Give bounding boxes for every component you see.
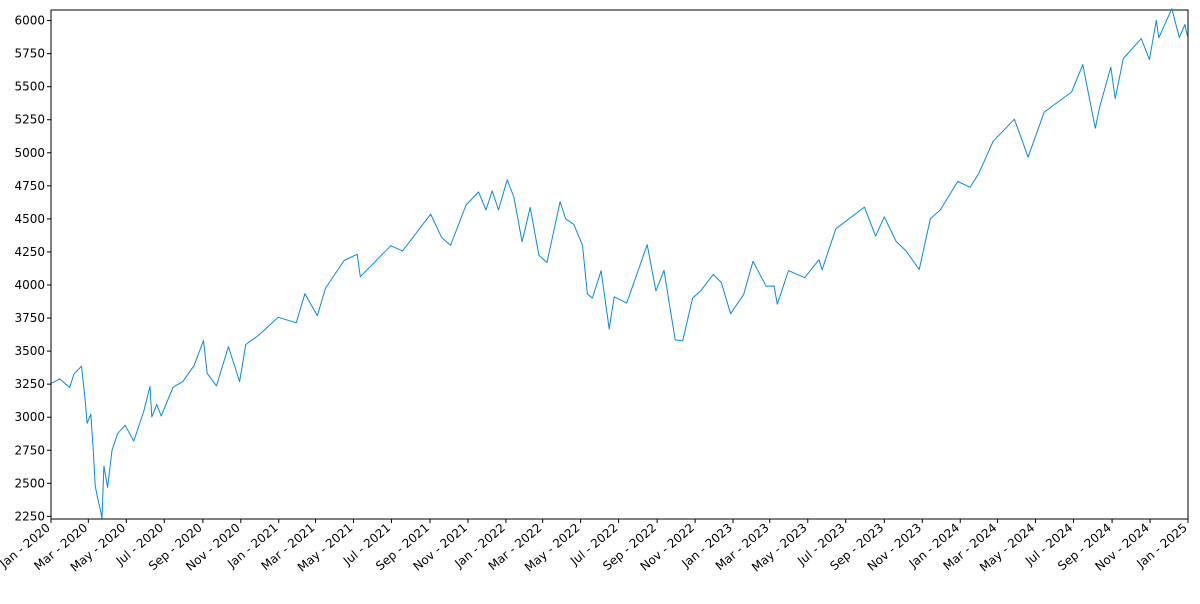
y-tick-label: 3000 — [14, 410, 45, 424]
y-tick-label: 5500 — [14, 80, 45, 94]
y-tick-label: 5750 — [14, 47, 45, 61]
plot-frame — [50, 9, 1189, 520]
y-tick-label: 3250 — [14, 377, 45, 391]
y-tick-label: 3750 — [14, 311, 45, 325]
y-tick-label: 2500 — [14, 476, 45, 490]
y-tick-label: 2250 — [14, 509, 45, 523]
y-tick-label: 5250 — [14, 113, 45, 127]
y-tick-label: 4250 — [14, 245, 45, 259]
y-tick-label: 6000 — [14, 14, 45, 28]
y-tick-label: 4750 — [14, 179, 45, 193]
y-tick-label: 4000 — [14, 278, 45, 292]
y-axis: 2250 2500 2750 3000 3250 3500 3750 4000 4250 4500… — [14, 14, 51, 523]
y-tick-label: 5000 — [14, 146, 45, 160]
price-series-line — [51, 8, 1188, 519]
y-tick-label: 3500 — [14, 344, 45, 358]
y-tick-label: 4500 — [14, 212, 45, 226]
y-tick-label: 2750 — [14, 443, 45, 457]
